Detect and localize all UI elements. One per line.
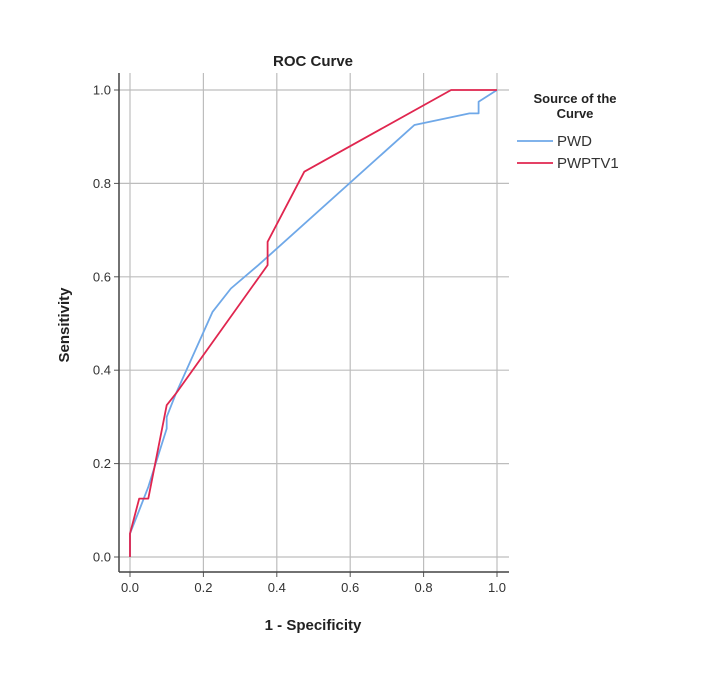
grid-lines bbox=[119, 73, 509, 572]
legend-label-pwptv1: PWPTV1 bbox=[557, 155, 619, 172]
y-tick-label: 0.6 bbox=[93, 269, 111, 284]
chart-title: ROC Curve bbox=[273, 53, 353, 70]
y-axis-label: Sensitivity bbox=[56, 287, 73, 363]
legend-title-line-2: Curve bbox=[557, 106, 594, 121]
y-tick-labels: 0.0 0.2 0.4 0.6 0.8 1.0 bbox=[93, 83, 111, 565]
series-lines bbox=[129, 89, 498, 557]
x-tick-labels: 0.0 0.2 0.4 0.6 0.8 1.0 bbox=[121, 580, 506, 595]
x-tick-label: 0.0 bbox=[121, 580, 139, 595]
legend-label-pwd: PWD bbox=[557, 133, 592, 150]
x-tick-label: 0.4 bbox=[268, 580, 286, 595]
axes bbox=[114, 73, 509, 577]
y-tick-label: 1.0 bbox=[93, 83, 111, 98]
x-tick-label: 0.2 bbox=[194, 580, 212, 595]
series-line-pwd bbox=[129, 89, 498, 557]
y-tick-label: 0.4 bbox=[93, 363, 111, 378]
legend-title-line-1: Source of the bbox=[533, 91, 616, 106]
y-tick-label: 0.8 bbox=[93, 176, 111, 191]
x-tick-label: 0.8 bbox=[415, 580, 433, 595]
y-tick-label: 0.0 bbox=[93, 550, 111, 565]
legend-entries: PWD PWPTV1 bbox=[517, 133, 619, 172]
x-tick-label: 1.0 bbox=[488, 580, 506, 595]
y-tick-label: 0.2 bbox=[93, 456, 111, 471]
x-tick-label: 0.6 bbox=[341, 580, 359, 595]
x-axis-label: 1 - Specificity bbox=[265, 617, 362, 634]
series-line-pwptv1 bbox=[129, 89, 497, 557]
legend: Source of the Curve PWD PWPTV1 bbox=[517, 91, 619, 172]
